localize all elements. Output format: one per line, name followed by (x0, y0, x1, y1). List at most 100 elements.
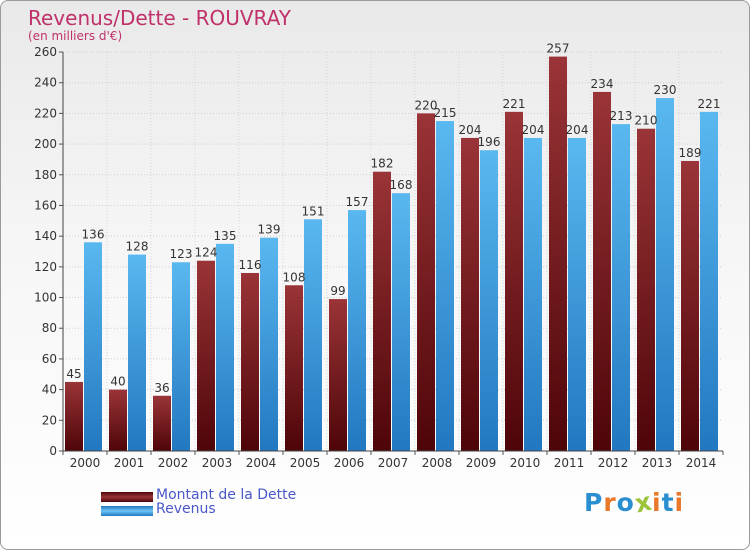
x-tick-label: 2000 (70, 456, 101, 470)
y-tick-label: 180 (34, 168, 57, 182)
logo-letter: i (652, 488, 662, 517)
axes: 0 20 40 60 80 100 120 140 160 180 200 220 240 260 2000… (34, 45, 724, 470)
logo-letter: P (584, 488, 604, 517)
y-tick-label: 120 (34, 260, 57, 274)
data-label-revenus: 213 (610, 109, 633, 123)
y-tick-label: 220 (34, 106, 57, 120)
bar-debt (373, 171, 391, 451)
legend-label-debt: Montant de la Dette (156, 487, 297, 503)
bar-revenus (216, 243, 234, 451)
bar-revenus (436, 121, 454, 452)
data-label-debt: 108 (283, 270, 306, 284)
data-label-revenus: 157 (346, 195, 369, 209)
chart-subtitle: (en milliers d'€) (28, 29, 123, 43)
bar-debt (549, 56, 567, 451)
data-label-debt: 116 (239, 258, 262, 272)
data-label-debt: 210 (635, 114, 658, 128)
data-label-debt: 36 (154, 381, 169, 395)
bar-revenus (128, 254, 146, 451)
bar-revenus (524, 137, 542, 451)
y-tick-label: 260 (34, 45, 57, 59)
bar-revenus (700, 111, 718, 451)
logo-letter: o (616, 488, 635, 517)
bar-revenus (392, 193, 410, 451)
y-tick-label: 200 (34, 137, 57, 151)
bar-revenus (348, 210, 366, 451)
data-label-revenus: 215 (434, 106, 457, 120)
bar-debt (197, 260, 215, 451)
y-tick-label: 140 (34, 229, 57, 243)
logo-letter: t (661, 488, 675, 517)
bar-debt (65, 381, 83, 451)
x-tick-label: 2009 (466, 456, 497, 470)
legend-label-revenus: Revenus (156, 501, 216, 517)
bars (65, 56, 718, 452)
y-tick-label: 100 (34, 291, 57, 305)
x-tick-label: 2007 (378, 456, 409, 470)
data-label-debt: 124 (195, 246, 218, 260)
data-label-debt: 189 (679, 146, 702, 160)
bar-debt (505, 111, 523, 451)
data-labels: 45 136 40 128 36 123 124 135 116 139 108 151 99 157 18… (66, 42, 720, 395)
bar-revenus (612, 124, 630, 451)
data-label-debt: 204 (459, 123, 482, 137)
bar-debt (285, 285, 303, 451)
data-label-revenus: 139 (258, 223, 281, 237)
x-tick-label: 2005 (290, 456, 321, 470)
x-tick-label: 2002 (158, 456, 189, 470)
y-tick-label: 40 (42, 383, 57, 397)
bar-debt (109, 389, 127, 451)
x-tick-label: 2012 (598, 456, 629, 470)
y-tick-label: 20 (42, 413, 57, 427)
data-label-revenus: 128 (126, 240, 149, 254)
data-label-revenus: 230 (654, 83, 677, 97)
bar-revenus (304, 219, 322, 451)
bar-debt (461, 137, 479, 451)
bar-debt (593, 91, 611, 452)
chart-title: Revenus/Dette - ROUVRAY (28, 6, 291, 30)
x-tick-label: 2001 (114, 456, 145, 470)
x-tick-label: 2011 (554, 456, 585, 470)
y-tick-label: 160 (34, 198, 57, 212)
x-tick-label: 2013 (642, 456, 673, 470)
x-tick-label: 2003 (202, 456, 233, 470)
data-label-revenus: 151 (302, 204, 325, 218)
bar-revenus (568, 137, 586, 451)
data-label-revenus: 196 (478, 135, 501, 149)
bar-revenus (480, 150, 498, 451)
bar-debt (637, 128, 655, 451)
data-label-debt: 45 (66, 367, 81, 381)
y-tick-label: 80 (42, 321, 57, 335)
bar-revenus (172, 262, 190, 451)
legend-swatch-revenus (101, 506, 153, 516)
data-label-revenus: 204 (522, 123, 545, 137)
bar-debt (241, 272, 259, 451)
data-label-debt: 234 (591, 77, 614, 91)
bar-debt (681, 160, 699, 451)
legend-swatch-debt (101, 492, 153, 502)
x-tick-label: 2004 (246, 456, 277, 470)
x-tick-label: 2010 (510, 456, 541, 470)
data-label-debt: 40 (110, 375, 125, 389)
bar-debt (417, 113, 435, 451)
data-label-revenus: 221 (698, 97, 721, 111)
bar-debt (329, 299, 347, 451)
proxiti-logo: Proxiti (584, 487, 685, 519)
data-label-debt: 220 (415, 98, 438, 112)
x-tick-label: 2006 (334, 456, 365, 470)
data-label-revenus: 168 (390, 178, 413, 192)
data-label-revenus: 123 (170, 247, 193, 261)
bar-revenus (260, 237, 278, 451)
data-label-debt: 221 (503, 97, 526, 111)
data-label-debt: 182 (371, 157, 394, 171)
bar-revenus (84, 242, 102, 451)
bar-revenus (656, 98, 674, 452)
x-tick-label: 2014 (686, 456, 717, 470)
logo-letter: i (674, 488, 685, 517)
y-tick-label: 0 (49, 444, 57, 458)
data-label-revenus: 136 (82, 227, 105, 241)
y-tick-label: 60 (42, 352, 57, 366)
logo-letter: r (603, 488, 617, 517)
